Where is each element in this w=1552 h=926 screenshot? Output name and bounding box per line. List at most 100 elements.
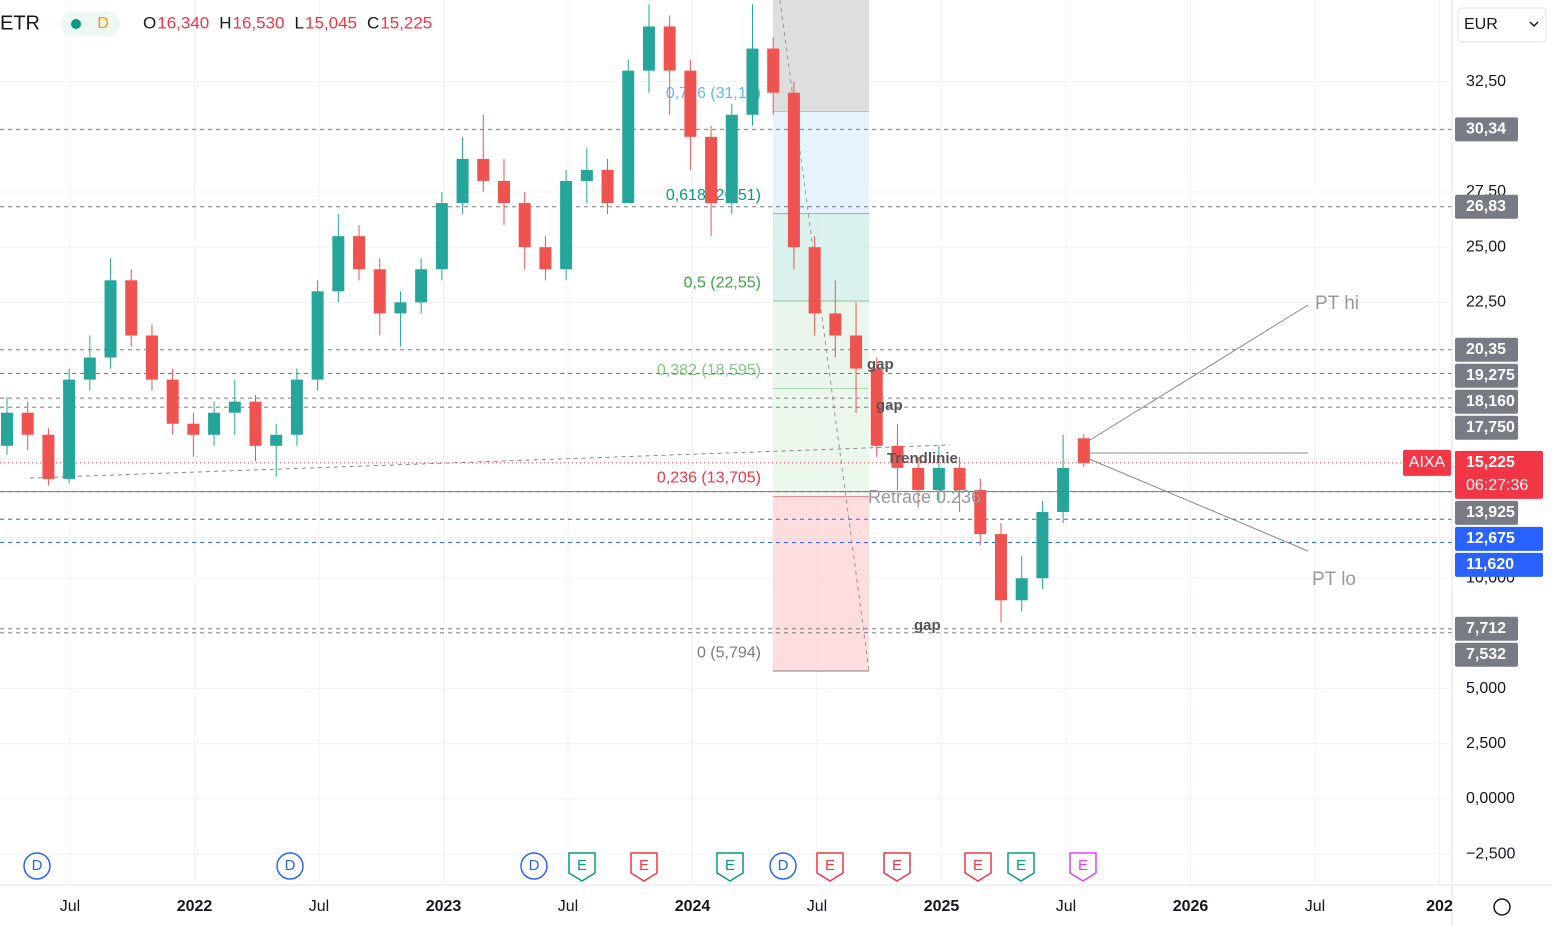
price-badge [1455,389,1518,414]
event-icon [964,852,992,882]
event-icon [23,852,51,880]
y-tick-label: −2,500 [1466,845,1515,862]
price-badge-label: 11,620 [1466,556,1514,573]
price-badge-label: 17,750 [1466,419,1515,436]
price-badge-label: 18,160 [1466,393,1515,410]
annotation: Trendlinie [887,450,958,467]
fib-zone [773,111,869,214]
annotation: PT lo [1312,569,1356,590]
x-tick-label: 2023 [426,898,462,915]
candle-body [850,335,863,369]
status-pill [60,11,120,37]
candle-body [932,467,945,490]
candle-body [498,180,510,204]
currency-select[interactable] [1457,7,1547,43]
annotation: gap [914,617,941,634]
event-label: E [825,857,835,874]
settings-icon[interactable] [1493,898,1511,916]
price-badge [1455,117,1518,142]
candle-body [601,169,614,204]
candle-body [1057,467,1070,513]
event-icon [883,852,911,882]
y-tick-label: 0,0000 [1466,790,1515,807]
candle-body [435,203,448,270]
candle-body [1036,512,1049,579]
event-icon [630,852,658,882]
ohlc-value: 15,225 [380,13,432,32]
dropdown-icon [1529,21,1539,28]
candle-body [725,114,738,204]
candle-body [995,534,1007,601]
status-dot [71,19,81,29]
event-label: E [973,857,983,874]
event-label: E [639,857,649,874]
x-tick-label: 2026 [1173,898,1209,915]
candle-body [353,236,366,270]
candle-body [891,445,904,468]
ticker: AIXA [1409,454,1446,471]
annotation: gap [867,356,894,373]
pt-hi-line [1081,304,1309,446]
fib-label: 0,5 (22,55) [684,274,761,291]
candle-body [394,302,407,314]
candle-body [125,280,138,336]
price-badge-label: 12,675 [1466,530,1515,547]
trend-line [29,444,951,479]
candle-body [145,335,158,380]
annotation: PT hi [1315,293,1359,314]
candle-body [787,92,800,248]
candle-body [953,467,966,490]
event-label: D [778,857,789,874]
candle-body [767,48,780,93]
event-icon [1069,852,1097,882]
ohlc-key: H [219,13,231,32]
price-badge-label: 15,225 [1466,454,1515,471]
candle-body [560,180,573,270]
y-tick-label: 32,50 [1466,73,1506,90]
x-tick-label: Jul [807,898,827,915]
candle-body [249,401,262,446]
pt-lo-line [1081,455,1309,552]
x-tick-label: 2024 [675,898,711,915]
candle-body [166,379,179,424]
candle-body [1077,438,1090,463]
candle-body [228,401,241,413]
price-badge [1455,363,1518,388]
y-tick-label: 2,500 [1466,735,1506,752]
ohlc-value: 15,045 [305,13,357,32]
candle-body [705,136,718,204]
candle-body [332,236,345,292]
y-tick-label: 22,50 [1466,294,1506,311]
y-tick-label: 25,00 [1466,238,1506,255]
event-label: D [285,857,296,874]
candle-body [373,269,386,314]
candle-body [580,169,593,181]
candle-body [456,158,469,204]
ohlc-value: 16,530 [233,13,285,32]
fib-zone [773,496,869,672]
price-badge [1455,552,1543,577]
fib-zone [773,388,869,497]
event-label: E [892,857,902,874]
x-tick-label: Jul [60,898,80,915]
candle-body [912,467,925,490]
countdown: 06:27:36 [1466,477,1528,494]
currency[interactable]: EUR [1464,16,1498,33]
candle-body [83,357,96,380]
fib-zone [773,213,869,302]
price-badge-label: 7,712 [1466,620,1506,637]
fib-label: 0,236 (13,705) [657,470,761,487]
price-badge [1455,642,1518,667]
x-tick-label: 2022 [177,898,213,915]
candle-body [208,412,221,435]
event-icon [1007,852,1035,882]
price-badge [1455,500,1518,525]
price-badge [1455,526,1543,551]
candle-body [290,379,303,435]
candle-body [642,26,655,71]
candle-body [539,247,552,270]
candle-body [829,313,842,336]
event-icon [568,852,596,882]
candle-body [63,379,76,479]
